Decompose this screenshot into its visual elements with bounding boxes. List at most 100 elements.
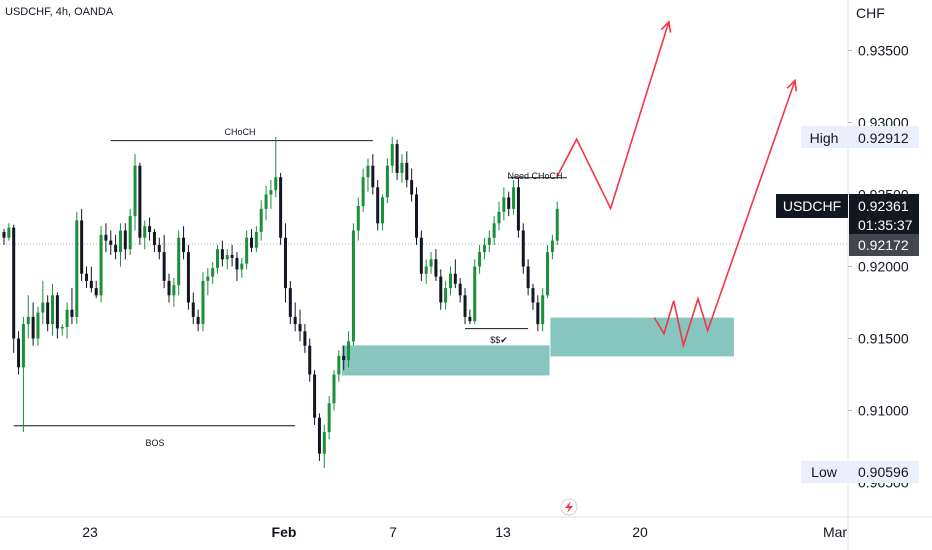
candle-body — [279, 177, 283, 238]
candle-body — [17, 338, 21, 368]
candle-body — [264, 194, 268, 209]
candle-body — [541, 295, 545, 325]
candle — [206, 267, 210, 296]
candle-body — [133, 165, 137, 217]
candle-body — [327, 403, 331, 433]
candle-body — [2, 231, 6, 238]
candle — [46, 295, 50, 332]
low-badge-label: Low — [811, 464, 838, 480]
candle — [453, 259, 457, 289]
candle-body — [65, 309, 69, 327]
structure-levels — [13, 140, 567, 427]
projection-path-2 — [653, 80, 796, 349]
candle-body — [211, 267, 215, 277]
candle-body — [123, 230, 127, 250]
date-tick-label: 7 — [389, 524, 397, 540]
candle — [303, 324, 307, 353]
price-tick-label: 0.91500 — [858, 331, 909, 347]
candle-body — [60, 326, 64, 329]
candle-body — [259, 208, 263, 232]
candle — [385, 158, 389, 204]
price-tick-label: 0.93500 — [858, 43, 909, 59]
plot-area[interactable] — [0, 0, 848, 517]
candle-body — [152, 231, 156, 245]
candle-body — [468, 316, 472, 322]
candle — [356, 197, 360, 241]
candle-body — [274, 177, 278, 191]
projection-path-1 — [556, 21, 670, 211]
candle-body — [89, 280, 93, 289]
candle-body — [85, 273, 89, 281]
candle — [114, 234, 118, 260]
candle — [225, 249, 229, 270]
candle — [94, 280, 98, 299]
candle — [7, 223, 11, 241]
candle-body — [138, 165, 142, 238]
candle-body — [351, 230, 355, 342]
high-badge-label: High — [810, 130, 839, 146]
candle — [526, 259, 530, 296]
candle-body — [21, 324, 25, 368]
candle-body — [478, 252, 482, 267]
candle — [70, 288, 74, 325]
candle — [109, 230, 113, 255]
currency-label: CHF — [856, 5, 885, 21]
candle — [191, 292, 195, 325]
candle-body — [317, 417, 321, 454]
candle — [366, 158, 370, 192]
candle-body — [46, 302, 50, 325]
candle-body — [288, 288, 292, 317]
candle — [283, 223, 287, 303]
candle — [128, 208, 132, 255]
candle — [468, 309, 472, 325]
candle — [512, 180, 516, 215]
candle-body — [31, 316, 35, 339]
candle-body — [308, 345, 312, 375]
price-axis[interactable]: 0.935000.930000.925000.920000.915000.910… — [848, 43, 909, 491]
candle-body — [444, 288, 448, 303]
candle — [434, 249, 438, 281]
candle — [492, 216, 496, 245]
candle-body — [99, 234, 103, 296]
candle-body — [385, 165, 389, 198]
candle-body — [118, 230, 122, 253]
candle — [390, 136, 394, 173]
candle — [405, 151, 409, 188]
candle — [337, 350, 341, 382]
candle — [327, 396, 331, 440]
candle — [80, 208, 84, 281]
candle — [458, 278, 462, 303]
symbol-price-badge[interactable]: USDCHF 0.92361 01:35:37 — [776, 194, 919, 236]
candle — [75, 211, 79, 325]
candle-body — [70, 309, 74, 317]
candle — [351, 223, 355, 346]
candle-body — [293, 316, 297, 325]
candle-body — [162, 252, 166, 281]
candle — [361, 168, 365, 212]
low-badge-value: 0.90596 — [858, 464, 909, 480]
candle-body — [415, 194, 419, 238]
time-axis[interactable]: 23 Feb 7 13 20 Mar — [82, 524, 847, 540]
candle-body — [157, 244, 161, 253]
flash-icon[interactable] — [560, 498, 578, 516]
candle-body — [546, 252, 550, 296]
candle-body — [182, 237, 186, 253]
candle-body — [51, 295, 55, 325]
candle-body — [313, 374, 317, 418]
candle — [2, 229, 6, 245]
candle-body — [216, 249, 220, 268]
candle — [216, 244, 220, 274]
candle-body — [356, 206, 360, 231]
candle-body — [298, 324, 302, 332]
candle — [85, 266, 89, 289]
candle-body — [361, 177, 365, 207]
high-badge: High 0.92912 — [801, 126, 919, 148]
candle-body — [366, 165, 370, 178]
candle — [167, 273, 171, 303]
candle-body — [26, 316, 30, 325]
candle-body — [332, 374, 336, 404]
candle-body — [41, 302, 45, 313]
candle — [99, 226, 103, 303]
candle-body — [410, 180, 414, 195]
